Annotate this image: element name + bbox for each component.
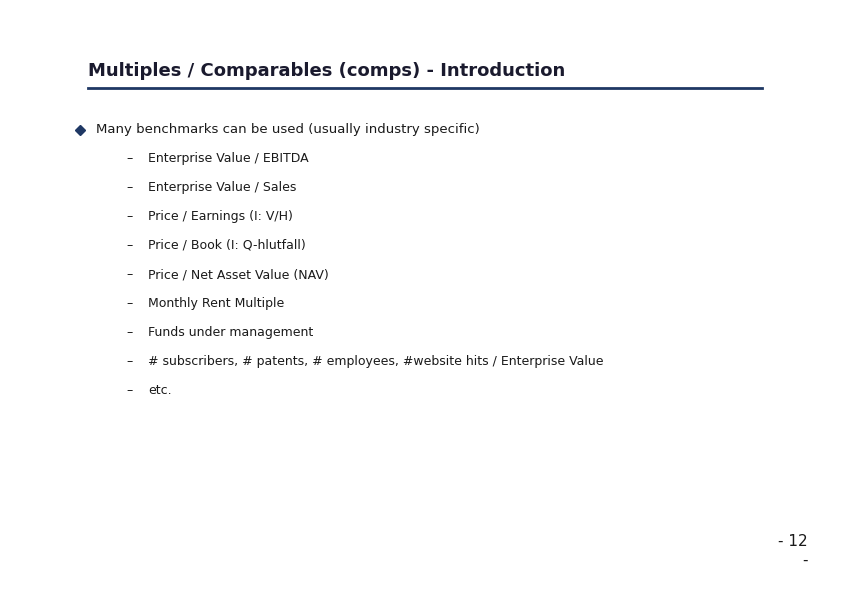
Text: - 12: - 12 xyxy=(778,534,808,549)
Text: -: - xyxy=(802,553,808,568)
Text: –: – xyxy=(127,384,133,397)
Text: Funds under management: Funds under management xyxy=(148,326,313,339)
Text: –: – xyxy=(127,239,133,252)
Text: Many benchmarks can be used (usually industry specific): Many benchmarks can be used (usually ind… xyxy=(96,123,480,136)
Text: –: – xyxy=(127,152,133,165)
Text: Price / Net Asset Value (NAV): Price / Net Asset Value (NAV) xyxy=(148,268,328,281)
Text: –: – xyxy=(127,297,133,310)
Text: Monthly Rent Multiple: Monthly Rent Multiple xyxy=(148,297,285,310)
Text: Price / Book (I: Q-hlutfall): Price / Book (I: Q-hlutfall) xyxy=(148,239,306,252)
Text: –: – xyxy=(127,268,133,281)
Text: –: – xyxy=(127,326,133,339)
Text: # subscribers, # patents, # employees, #website hits / Enterprise Value: # subscribers, # patents, # employees, #… xyxy=(148,355,604,368)
Text: –: – xyxy=(127,355,133,368)
Text: Price / Earnings (I: V/H): Price / Earnings (I: V/H) xyxy=(148,210,293,223)
Text: –: – xyxy=(127,210,133,223)
Text: Multiples / Comparables (comps) - Introduction: Multiples / Comparables (comps) - Introd… xyxy=(88,62,565,80)
Text: Enterprise Value / EBITDA: Enterprise Value / EBITDA xyxy=(148,152,309,165)
Text: Enterprise Value / Sales: Enterprise Value / Sales xyxy=(148,181,296,194)
Text: etc.: etc. xyxy=(148,384,172,397)
Text: –: – xyxy=(127,181,133,194)
